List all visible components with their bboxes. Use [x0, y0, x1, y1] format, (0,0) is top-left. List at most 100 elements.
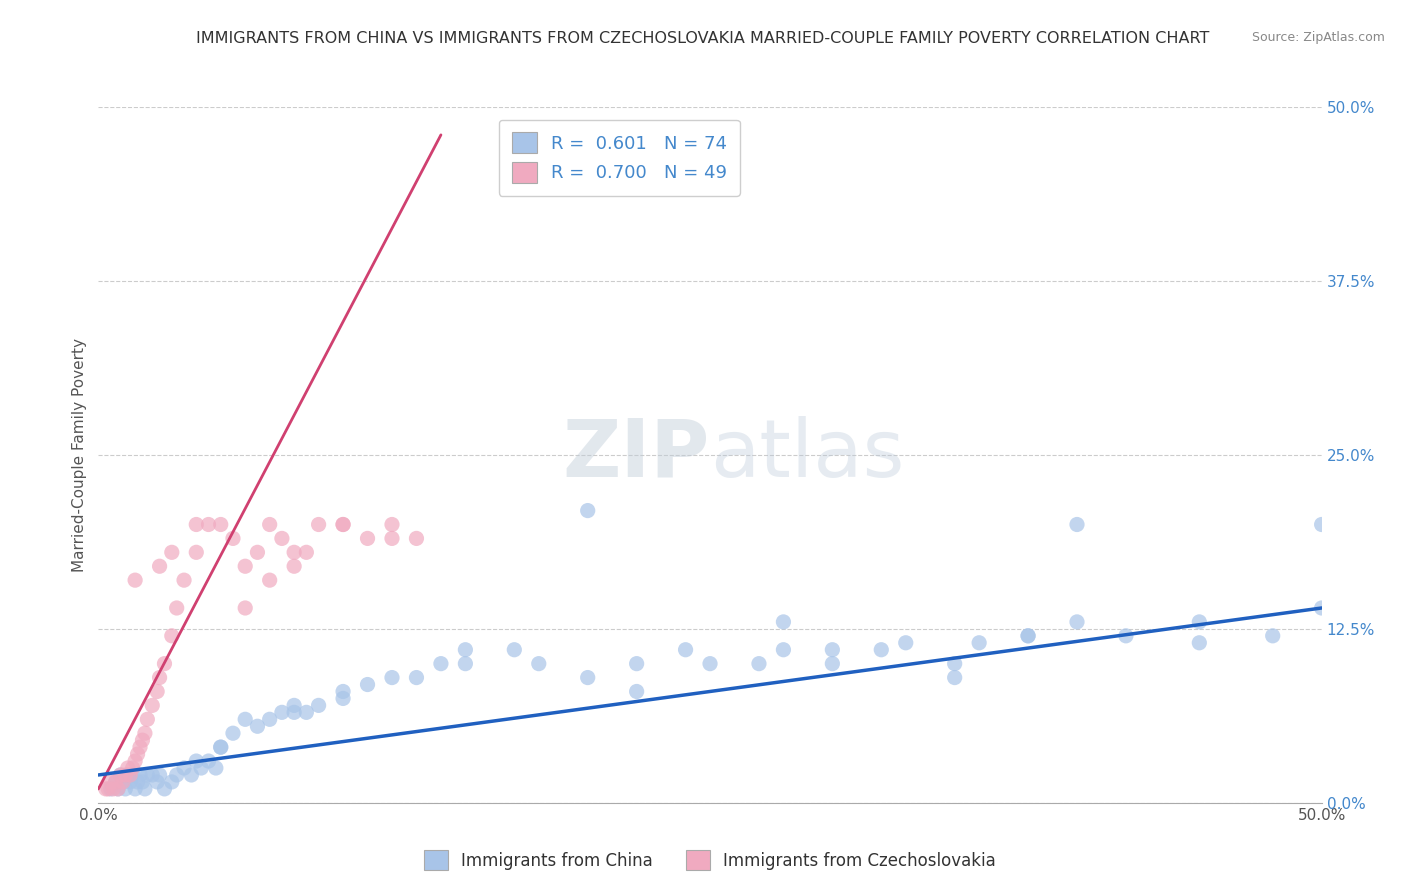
Point: [332, 517, 354, 532]
Point: [259, 712, 281, 726]
Point: [160, 629, 183, 643]
Point: [110, 768, 132, 782]
Point: [114, 781, 136, 796]
Point: [1261, 629, 1284, 643]
Point: [748, 657, 770, 671]
Point: [821, 642, 844, 657]
Point: [136, 768, 159, 782]
Point: [246, 719, 269, 733]
Point: [173, 761, 195, 775]
Point: [222, 726, 245, 740]
Point: [1017, 629, 1039, 643]
Point: [205, 761, 228, 775]
Point: [107, 781, 129, 796]
Point: [772, 615, 794, 629]
Point: [153, 657, 176, 671]
Point: [283, 545, 305, 559]
Point: [626, 684, 648, 698]
Point: [131, 775, 153, 789]
Point: [101, 781, 124, 796]
Point: [180, 768, 202, 782]
Point: [381, 517, 404, 532]
Point: [1115, 629, 1137, 643]
Point: [1017, 629, 1039, 643]
Point: [120, 775, 142, 789]
Point: [149, 559, 172, 574]
Point: [124, 573, 146, 587]
Point: [270, 706, 294, 720]
Point: [197, 517, 219, 532]
Point: [166, 768, 188, 782]
Point: [131, 733, 153, 747]
Point: [129, 768, 152, 782]
Point: [283, 559, 305, 574]
Point: [127, 775, 149, 789]
Point: [117, 761, 139, 775]
Point: [110, 768, 132, 782]
Point: [141, 698, 163, 713]
Point: [136, 712, 159, 726]
Point: [332, 691, 354, 706]
Point: [104, 775, 127, 789]
Point: [149, 671, 172, 685]
Point: [943, 671, 966, 685]
Point: [503, 642, 526, 657]
Point: [233, 712, 256, 726]
Point: [308, 517, 330, 532]
Point: [209, 517, 232, 532]
Point: [356, 532, 378, 546]
Point: [233, 559, 256, 574]
Point: [283, 706, 305, 720]
Point: [121, 761, 143, 775]
Point: [160, 775, 183, 789]
Point: [405, 671, 427, 685]
Point: [186, 517, 208, 532]
Point: [166, 601, 188, 615]
Point: [222, 532, 245, 546]
Point: [111, 775, 134, 789]
Point: [1188, 615, 1211, 629]
Point: [381, 532, 404, 546]
Point: [124, 754, 146, 768]
Point: [332, 684, 354, 698]
Point: [97, 781, 120, 796]
Point: [190, 761, 212, 775]
Point: [943, 657, 966, 671]
Point: [134, 781, 156, 796]
Point: [146, 775, 169, 789]
Y-axis label: Married-Couple Family Poverty: Married-Couple Family Poverty: [72, 338, 87, 572]
Point: [107, 781, 129, 796]
Point: [100, 775, 122, 789]
Point: [405, 532, 427, 546]
Point: [104, 775, 127, 789]
Point: [259, 517, 281, 532]
Point: [117, 768, 139, 782]
Point: [114, 768, 136, 782]
Point: [576, 503, 599, 517]
Point: [454, 657, 477, 671]
Point: [121, 768, 143, 782]
Point: [295, 706, 318, 720]
Point: [967, 636, 990, 650]
Point: [1310, 601, 1333, 615]
Point: [1188, 636, 1211, 650]
Point: [332, 517, 354, 532]
Point: [160, 545, 183, 559]
Point: [772, 642, 794, 657]
Text: ZIP: ZIP: [562, 416, 710, 494]
Point: [186, 545, 208, 559]
Point: [209, 740, 232, 755]
Point: [120, 768, 142, 782]
Point: [94, 781, 117, 796]
Point: [1066, 615, 1088, 629]
Point: [153, 781, 176, 796]
Point: [295, 545, 318, 559]
Point: [127, 747, 149, 761]
Legend: Immigrants from China, Immigrants from Czechoslovakia: Immigrants from China, Immigrants from C…: [416, 842, 1004, 878]
Point: [1310, 517, 1333, 532]
Point: [576, 671, 599, 685]
Point: [430, 657, 453, 671]
Point: [146, 684, 169, 698]
Point: [141, 768, 163, 782]
Point: [821, 657, 844, 671]
